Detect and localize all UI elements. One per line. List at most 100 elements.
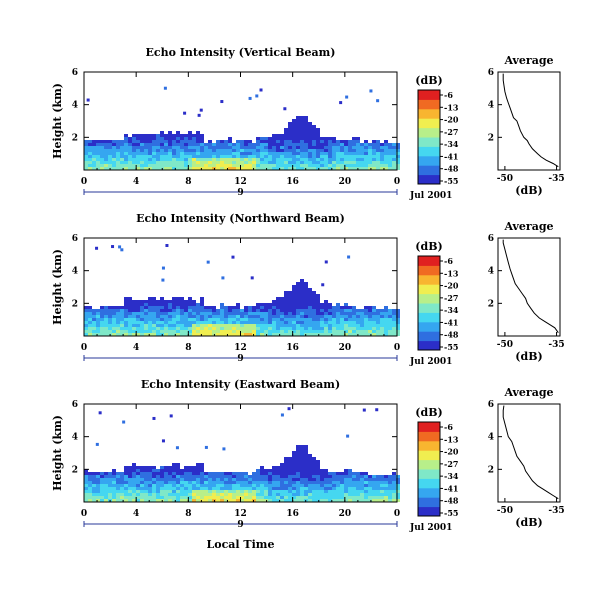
heatmap-cell [324,309,328,312]
heatmap-cell [168,487,172,490]
heatmap-cell [272,318,276,321]
heatmap-cell [300,457,304,460]
heatmap-cell [336,487,340,490]
heatmap-cell [196,303,200,306]
heatmap-cell [184,487,188,490]
heatmap-cell [232,158,236,161]
heatmap-cell [108,475,112,478]
average-x-tick-label: -35 [548,340,564,350]
heatmap-cell [112,155,116,158]
heatmap-cell [104,318,108,321]
heatmap-cell [324,499,328,502]
heatmap-cell [140,161,144,164]
heatmap-cell [124,146,128,149]
heatmap-cell [284,478,288,481]
heatmap-cell [100,164,104,167]
heatmap-cell [216,152,220,155]
heatmap-cell [300,285,304,288]
heatmap-cell [96,330,100,333]
heatmap-cell [100,315,104,318]
heatmap-cell [156,146,160,149]
heatmap-cell [260,158,264,161]
heatmap-cell [92,327,96,330]
heatmap-cell [280,330,284,333]
heatmap-cell [240,318,244,321]
heatmap-cell [88,481,92,484]
heatmap-cell [120,143,124,146]
heatmap-cell [212,152,216,155]
heatmap-cell [188,161,192,164]
heatmap-cell [172,137,176,140]
heatmap-cell [332,321,336,324]
heatmap-cell [392,324,396,327]
heatmap-cell [272,315,276,318]
heatmap-cell [316,469,320,472]
average-frame [497,237,561,337]
heatmap-cell [208,330,212,333]
x-tick-label: 0 [394,343,400,353]
x-tick-label: 16 [286,343,299,353]
heatmap-cell [308,137,312,140]
heatmap-cell [216,478,220,481]
heatmap-cell [300,460,304,463]
average-x-axis-label: (dB) [515,350,542,363]
heatmap-cell [276,496,280,499]
x-tick-label: 0 [81,343,87,353]
heatmap-cell [304,300,308,303]
heatmap-cell [196,155,200,158]
heatmap-cell [84,161,88,164]
heatmap-cell [352,475,356,478]
heatmap-cell [224,321,228,324]
heatmap-cell [328,490,332,493]
heatmap-cell [296,330,300,333]
colorbar-tick-label: -13 [444,268,459,278]
heatmap-cell [252,493,256,496]
heatmap-cell [284,131,288,134]
heatmap-cell [180,327,184,330]
heatmap-cell [136,475,140,478]
heatmap-cell [208,324,212,327]
heatmap-cell [288,122,292,125]
colorbar-tick-label: -34 [444,305,459,315]
heatmap-cell [136,490,140,493]
heatmap-cell [244,167,248,170]
heatmap-cell [372,161,376,164]
heatmap-cell [140,158,144,161]
heatmap-cell [250,276,254,280]
heatmap-cell [244,158,248,161]
heatmap-cell [320,303,324,306]
heatmap-cell [188,134,192,137]
heatmap-cell [180,167,184,170]
heatmap-cell [212,309,216,312]
heatmap-cell [312,137,316,140]
heatmap-cell [316,324,320,327]
heatmap-cell [184,303,188,306]
heatmap-cell [312,466,316,469]
heatmap-cell [308,490,312,493]
heatmap-cell [192,478,196,481]
heatmap-cell [152,324,156,327]
heatmap-cell [396,327,400,330]
heatmap-cell [328,318,332,321]
heatmap-cell [104,330,108,333]
heatmap-cell [160,149,164,152]
heatmap-cell [348,321,352,324]
heatmap-cell [156,309,160,312]
heatmap-cell [336,161,340,164]
heatmap-cell [300,297,304,300]
heatmap-cell [312,493,316,496]
heatmap-cell [396,333,400,336]
average-x-tick-label: -50 [497,340,513,350]
heatmap-cell [296,122,300,125]
heatmap-cell [204,312,208,315]
heatmap-cell [164,161,168,164]
heatmap-cell [368,496,372,499]
colorbar-swatch [418,459,440,470]
heatmap-cell [352,481,356,484]
heatmap-cell [192,487,196,490]
heatmap-cell [328,155,332,158]
heatmap-cell [304,496,308,499]
heatmap-cell [216,490,220,493]
heatmap-cell [224,149,228,152]
heatmap-cell [296,490,300,493]
